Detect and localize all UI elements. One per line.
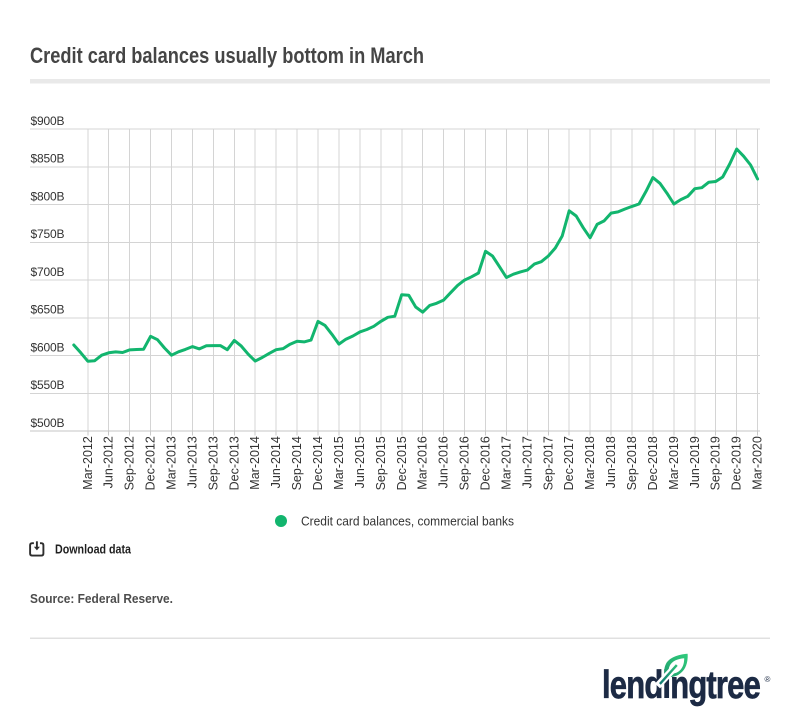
svg-text:$700B: $700B bbox=[31, 265, 65, 279]
svg-text:$550B: $550B bbox=[31, 378, 65, 392]
svg-text:®: ® bbox=[765, 675, 771, 684]
svg-text:Dec-2019: Dec-2019 bbox=[730, 436, 744, 490]
svg-text:Sep-2019: Sep-2019 bbox=[709, 436, 723, 490]
svg-text:Dec-2016: Dec-2016 bbox=[479, 436, 493, 490]
svg-text:Dec-2018: Dec-2018 bbox=[646, 436, 660, 490]
svg-text:Sep-2012: Sep-2012 bbox=[123, 436, 137, 490]
svg-text:$650B: $650B bbox=[31, 303, 65, 317]
svg-text:Jun-2014: Jun-2014 bbox=[269, 436, 283, 488]
svg-text:Jun-2019: Jun-2019 bbox=[688, 436, 702, 488]
svg-text:Mar-2014: Mar-2014 bbox=[248, 436, 262, 490]
svg-text:Credit card balances usually b: Credit card balances usually bottom in M… bbox=[30, 43, 424, 68]
svg-text:Dec-2017: Dec-2017 bbox=[562, 436, 576, 490]
svg-text:Sep-2013: Sep-2013 bbox=[206, 436, 220, 490]
svg-text:Dec-2013: Dec-2013 bbox=[227, 436, 241, 490]
svg-text:$900B: $900B bbox=[31, 114, 65, 128]
svg-text:Mar-2018: Mar-2018 bbox=[583, 436, 597, 490]
svg-text:Dec-2015: Dec-2015 bbox=[395, 436, 409, 490]
svg-text:Jun-2012: Jun-2012 bbox=[102, 436, 116, 488]
svg-text:Mar-2017: Mar-2017 bbox=[499, 436, 513, 490]
svg-text:Download data: Download data bbox=[55, 543, 132, 557]
svg-text:Mar-2013: Mar-2013 bbox=[165, 436, 179, 490]
svg-text:Jun-2015: Jun-2015 bbox=[353, 436, 367, 488]
svg-text:$750B: $750B bbox=[31, 227, 65, 241]
svg-text:Mar-2016: Mar-2016 bbox=[416, 436, 430, 490]
svg-text:$500B: $500B bbox=[31, 416, 65, 430]
svg-text:Mar-2012: Mar-2012 bbox=[81, 436, 95, 490]
svg-text:Sep-2016: Sep-2016 bbox=[458, 436, 472, 490]
svg-text:$800B: $800B bbox=[31, 189, 65, 203]
svg-text:Jun-2018: Jun-2018 bbox=[604, 436, 618, 488]
svg-text:Jun-2016: Jun-2016 bbox=[437, 436, 451, 488]
svg-text:Sep-2014: Sep-2014 bbox=[290, 436, 304, 490]
svg-text:$600B: $600B bbox=[31, 340, 65, 354]
svg-text:Sep-2018: Sep-2018 bbox=[625, 436, 639, 490]
svg-text:Dec-2014: Dec-2014 bbox=[311, 436, 325, 490]
svg-text:Jun-2013: Jun-2013 bbox=[186, 436, 200, 488]
svg-text:Mar-2019: Mar-2019 bbox=[667, 436, 681, 490]
svg-text:Mar-2015: Mar-2015 bbox=[332, 436, 346, 490]
svg-text:Sep-2017: Sep-2017 bbox=[541, 436, 555, 490]
svg-text:Mar-2020: Mar-2020 bbox=[751, 436, 765, 490]
svg-text:Credit card balances, commerci: Credit card balances, commercial banks bbox=[301, 514, 514, 529]
svg-text:$850B: $850B bbox=[31, 152, 65, 166]
svg-text:Jun-2017: Jun-2017 bbox=[520, 436, 534, 488]
svg-text:Source: Federal Reserve.: Source: Federal Reserve. bbox=[30, 592, 173, 606]
svg-text:Sep-2015: Sep-2015 bbox=[374, 436, 388, 490]
svg-text:Dec-2012: Dec-2012 bbox=[144, 436, 158, 490]
